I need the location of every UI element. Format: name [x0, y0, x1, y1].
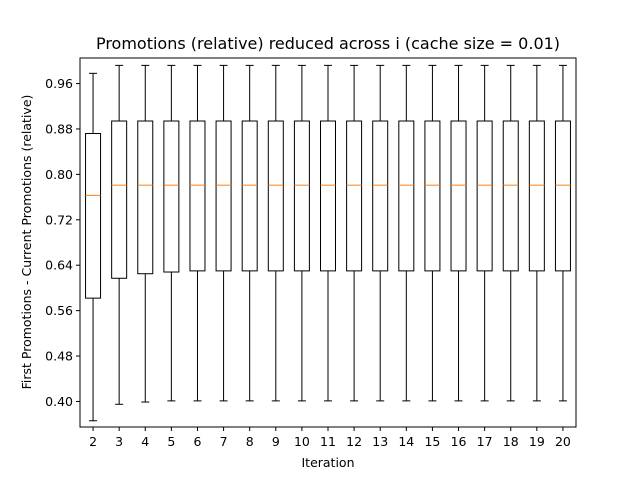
box-group	[111, 64, 128, 405]
box-body	[554, 120, 571, 272]
box-group	[398, 64, 415, 402]
x-tick-label: 16	[451, 434, 467, 449]
box-body	[163, 120, 180, 273]
box-group	[189, 64, 206, 402]
box-body	[346, 120, 363, 272]
y-tick-label: 0.72	[45, 212, 73, 227]
y-tick-label: 0.40	[45, 394, 73, 409]
box-group	[241, 64, 258, 402]
box-body	[320, 120, 336, 272]
x-tick-label: 14	[398, 434, 414, 449]
x-tick-label: 13	[372, 434, 388, 449]
box-group	[476, 64, 493, 402]
box-body	[267, 120, 284, 272]
box-body	[372, 120, 389, 272]
box-body	[476, 120, 493, 272]
x-axis: 2 3 4 5 6 7 8 9 10 11 12 13 14 15 16 17 18 19 20	[89, 427, 571, 449]
box-body	[137, 120, 154, 275]
box-group	[528, 64, 545, 402]
x-tick-label: 2	[89, 434, 97, 449]
x-tick-label: 3	[115, 434, 123, 449]
box-group	[502, 64, 519, 402]
box-group	[163, 64, 180, 402]
chart-title: Promotions (relative) reduced across i (…	[96, 34, 560, 53]
box-body	[528, 120, 545, 272]
x-tick-label: 5	[167, 434, 175, 449]
box-body	[241, 120, 258, 272]
y-tick-label: 0.88	[45, 121, 73, 136]
x-tick-label: 7	[220, 434, 228, 449]
box-group	[293, 64, 310, 402]
x-axis-label: Iteration	[301, 455, 354, 470]
box-body	[424, 120, 441, 272]
box-body	[293, 120, 310, 272]
box-group	[450, 64, 467, 402]
box-group	[320, 64, 336, 402]
x-tick-label: 15	[424, 434, 440, 449]
box-group	[137, 64, 154, 403]
box-group	[267, 64, 284, 402]
x-tick-label: 19	[529, 434, 545, 449]
x-tick-label: 10	[294, 434, 310, 449]
plot-area	[85, 64, 571, 422]
box-body	[111, 120, 128, 279]
box-body	[189, 120, 206, 272]
y-axis: 0.40 0.48 0.56 0.64 0.72 0.80 0.88 0.96	[45, 76, 80, 409]
box-group	[346, 64, 363, 402]
x-tick-label: 20	[555, 434, 571, 449]
box-group	[215, 64, 232, 402]
y-tick-label: 0.48	[45, 349, 73, 364]
x-tick-label: 8	[246, 434, 254, 449]
box-group	[554, 64, 571, 402]
y-tick-label: 0.80	[45, 167, 73, 182]
box-body	[502, 120, 519, 272]
y-tick-label: 0.56	[45, 303, 73, 318]
box-body	[215, 120, 232, 272]
box-group	[424, 64, 441, 402]
x-tick-label: 11	[320, 434, 336, 449]
y-tick-label: 0.96	[45, 76, 73, 91]
x-tick-label: 18	[503, 434, 519, 449]
box-group	[372, 64, 389, 402]
box-body	[398, 120, 415, 272]
y-axis-label: First Promotions - Current Promotions (r…	[19, 95, 34, 390]
box-body	[450, 120, 467, 272]
y-tick-label: 0.64	[45, 258, 73, 273]
x-tick-label: 4	[141, 434, 149, 449]
x-tick-label: 17	[477, 434, 493, 449]
x-tick-label: 12	[346, 434, 362, 449]
box-group	[85, 72, 102, 422]
x-tick-label: 6	[193, 434, 201, 449]
x-tick-label: 9	[272, 434, 280, 449]
box-body	[85, 133, 102, 299]
